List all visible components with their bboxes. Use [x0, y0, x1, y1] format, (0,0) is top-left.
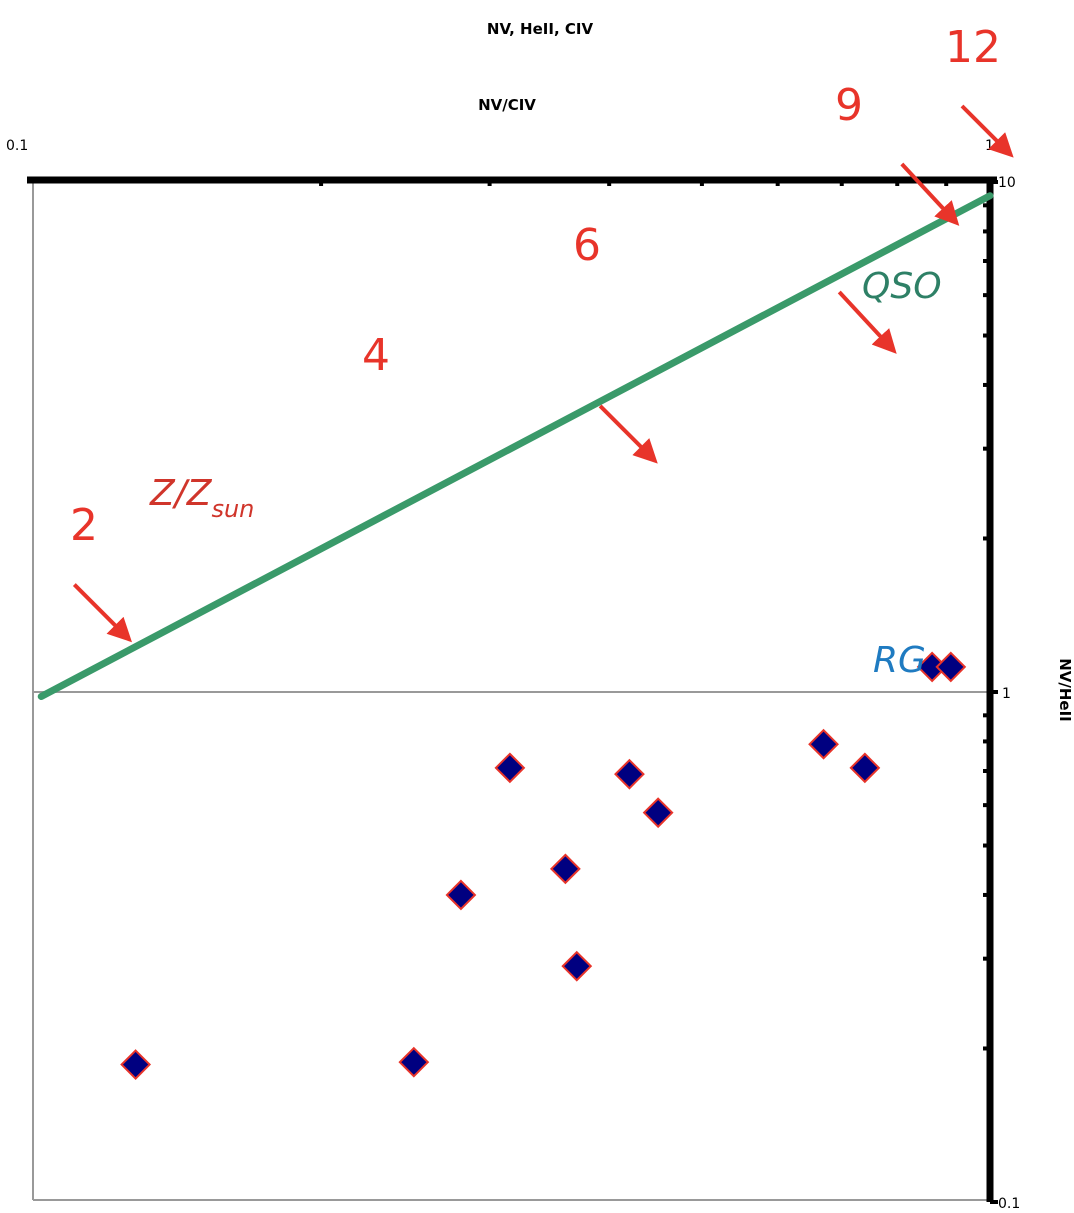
- y-axis-title: NV/HeII: [1056, 658, 1074, 722]
- metallicity-label-2: 2: [70, 500, 98, 551]
- annotation-arrow-4: [598, 404, 658, 464]
- qso-label: QSO: [862, 266, 942, 307]
- x-tick-label-1: 1: [985, 138, 994, 154]
- metallicity-label-12: 12: [945, 22, 1001, 73]
- data-point-11: [935, 651, 967, 683]
- data-point-0: [120, 1049, 152, 1080]
- rg-data-points: [120, 651, 967, 1080]
- data-point-1: [398, 1046, 430, 1078]
- annotation-arrow-6: [837, 290, 897, 354]
- qso-metallicity-line: [37, 192, 994, 700]
- y-tick-label-0-1: 0.1: [998, 1196, 1020, 1212]
- y-tick-label-1: 1: [1002, 686, 1011, 702]
- annotation-arrows: [72, 104, 1014, 643]
- metallicity-label-main: Z/Z: [149, 473, 213, 514]
- x-axis-title: NV/CIV: [478, 96, 536, 114]
- metallicity-label-9: 9: [835, 80, 863, 131]
- data-point-3: [494, 752, 526, 784]
- x-tick-label-0: 0.1: [6, 138, 28, 154]
- data-point-6: [614, 758, 645, 790]
- data-point-7: [642, 797, 674, 829]
- data-point-4: [549, 853, 581, 885]
- data-point-2: [445, 879, 477, 911]
- data-point-5: [561, 950, 593, 982]
- y-tick-label-10: 10: [998, 175, 1016, 191]
- metallicity-label-4: 4: [362, 330, 390, 381]
- metallicity-label-sub: sun: [211, 495, 254, 523]
- metallicity-axis-label: Z/Zsun: [149, 473, 254, 523]
- annotation-arrow-9: [900, 162, 960, 226]
- annotation-arrow-2: [72, 583, 132, 643]
- rg-label: RG: [873, 640, 926, 681]
- annotation-arrow-12: [960, 104, 1014, 158]
- metallicity-label-6: 6: [573, 220, 601, 271]
- data-point-9: [849, 752, 881, 784]
- axis-ticks: [319, 180, 998, 1204]
- data-point-8: [808, 728, 839, 760]
- chart-title: NV, HeII, CIV: [487, 20, 594, 38]
